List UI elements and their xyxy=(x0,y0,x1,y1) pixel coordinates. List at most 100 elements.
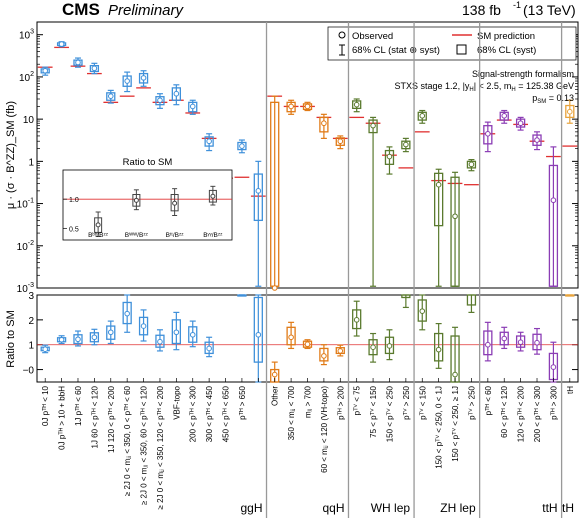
x-tick-label: ≥ 2J 0 < mⱼⱼ < 350, 60 < pᵀᴴ < 120 xyxy=(140,385,149,505)
top-frame xyxy=(36,21,579,289)
legend-cl-stat-syst: 68% CL (stat ⊕ syst) xyxy=(352,45,440,56)
bin-top xyxy=(414,109,430,133)
ratio-syst-box xyxy=(515,335,526,348)
x-tick-label: 1J 60 < pᵀᴴ < 120 xyxy=(90,385,99,448)
ratio-point xyxy=(370,344,376,351)
observed-point xyxy=(173,90,180,97)
ratio-syst-box xyxy=(286,326,296,346)
syst-box xyxy=(499,111,509,121)
x-tick-label: VBF-topo xyxy=(172,385,181,419)
x-tick-label: 0J pᵀᴴ > 10 + bbH xyxy=(58,386,67,450)
bin-top xyxy=(382,146,397,175)
info-line2: STXS stage 1.2, |yH| < 2.5, mH = 125.38 … xyxy=(395,81,574,93)
bin-top xyxy=(70,57,86,68)
syst-box xyxy=(548,164,559,287)
observed-point xyxy=(452,213,458,220)
bin-top xyxy=(201,133,217,152)
y-tick-label: 10-1 xyxy=(17,198,34,211)
ratio-point xyxy=(435,346,442,353)
bin-ratio xyxy=(434,322,444,369)
bin-top xyxy=(119,71,135,97)
bin-top xyxy=(234,139,250,178)
ratio-syst-box xyxy=(171,319,181,345)
bin-top xyxy=(300,101,315,112)
bin-top xyxy=(447,171,463,287)
x-tick-label: 200 < pᵀᴴ < 300 xyxy=(189,385,198,442)
y-tick-label: 10-3 xyxy=(17,282,34,295)
x-tick-label: pᵀᴴ > 650 xyxy=(238,385,247,419)
observed-point xyxy=(485,130,491,137)
inset-ytick-label: 1.0 xyxy=(69,197,79,204)
x-tick-label: ≥ 2J 0 < mⱼⱼ < 350, 120 < pᵀᴴ < 200 xyxy=(156,385,165,509)
bottom-frame xyxy=(36,294,579,383)
bin-top xyxy=(168,84,184,106)
syst-box xyxy=(204,136,214,147)
bin-ratio xyxy=(401,294,411,309)
ratio-syst-box xyxy=(237,294,247,297)
bin-top xyxy=(349,98,365,119)
bin-ratio xyxy=(417,294,427,331)
observed-point xyxy=(534,137,540,143)
syst-box xyxy=(450,176,460,287)
ratio-syst-box xyxy=(483,330,493,356)
info-line3: pSM = 0.13 xyxy=(532,93,574,105)
bin-ratio xyxy=(319,344,329,366)
svg-text:-1: -1 xyxy=(513,0,521,10)
ratio-syst-box xyxy=(73,334,83,345)
bin-ratio xyxy=(532,327,542,355)
bin-top xyxy=(513,116,528,131)
bin-top xyxy=(365,116,381,287)
inset-xtick-label: Bᵂᵂ/Bᶻᶻ xyxy=(125,232,149,239)
x-tick-label: 150 < pᵀⱽ < 250 xyxy=(385,385,394,442)
bin-ratio xyxy=(384,329,395,361)
observed-point xyxy=(288,103,294,110)
ratio-point xyxy=(353,317,360,323)
bin-top xyxy=(103,89,119,104)
x-tick-label: 75 < pᵀⱽ < 150 xyxy=(369,385,378,437)
bin-top xyxy=(431,168,447,287)
ratio-point xyxy=(501,335,508,342)
ratio-point xyxy=(452,371,458,378)
bin-ratio xyxy=(286,321,296,350)
inset-xtick-label: Bᵞᵞ/Bᶻᶻ xyxy=(203,232,223,239)
bin-top xyxy=(136,70,151,89)
inset-frame xyxy=(62,169,233,241)
x-tick-label: 150 < pᵀⱽ < 250, ≥ 1J xyxy=(451,386,460,462)
ratio-point xyxy=(386,343,393,349)
bin-ratio xyxy=(270,361,280,383)
ratio-syst-box xyxy=(565,294,575,297)
bin-ratio xyxy=(352,300,362,337)
x-tick-label: pᵀⱽ < 75 xyxy=(353,385,362,415)
bin-ratio xyxy=(73,330,83,347)
observed-point xyxy=(189,103,196,110)
group-label: ggH xyxy=(240,501,262,515)
observed-point xyxy=(468,161,475,168)
observed-point xyxy=(386,153,393,160)
inset-syst-box xyxy=(208,189,217,203)
y-tick-label: 1 xyxy=(28,157,34,168)
syst-box xyxy=(532,134,542,146)
preliminary-label: Preliminary xyxy=(108,2,185,19)
ratio-syst-box xyxy=(401,294,411,299)
observed-point xyxy=(403,141,409,148)
bin-ratio xyxy=(253,294,263,383)
syst-box xyxy=(237,141,247,151)
bin-top xyxy=(283,99,299,115)
legend-sm: SM prediction xyxy=(477,31,535,42)
observed-point xyxy=(337,138,344,145)
observed-point xyxy=(501,112,508,119)
syst-box xyxy=(515,118,526,128)
x-tick-label: pᵀⱽ > 250 xyxy=(402,385,411,419)
top-y-axis-label: μ · (σ · B^ZZ)_SM (fb) xyxy=(5,101,17,209)
syst-box xyxy=(286,101,296,113)
ratio-point xyxy=(419,308,426,314)
ratio-point xyxy=(517,339,524,346)
bin-top xyxy=(562,99,578,147)
bin-ratio xyxy=(515,331,526,352)
bin-ratio xyxy=(122,294,132,333)
x-tick-label: pᵀᴴ > 300 xyxy=(549,385,558,419)
bin-ratio xyxy=(89,328,100,346)
inset-ytick-label: 0.5 xyxy=(69,226,79,233)
ratio-syst-box xyxy=(434,332,444,362)
ratio-point xyxy=(189,331,196,338)
